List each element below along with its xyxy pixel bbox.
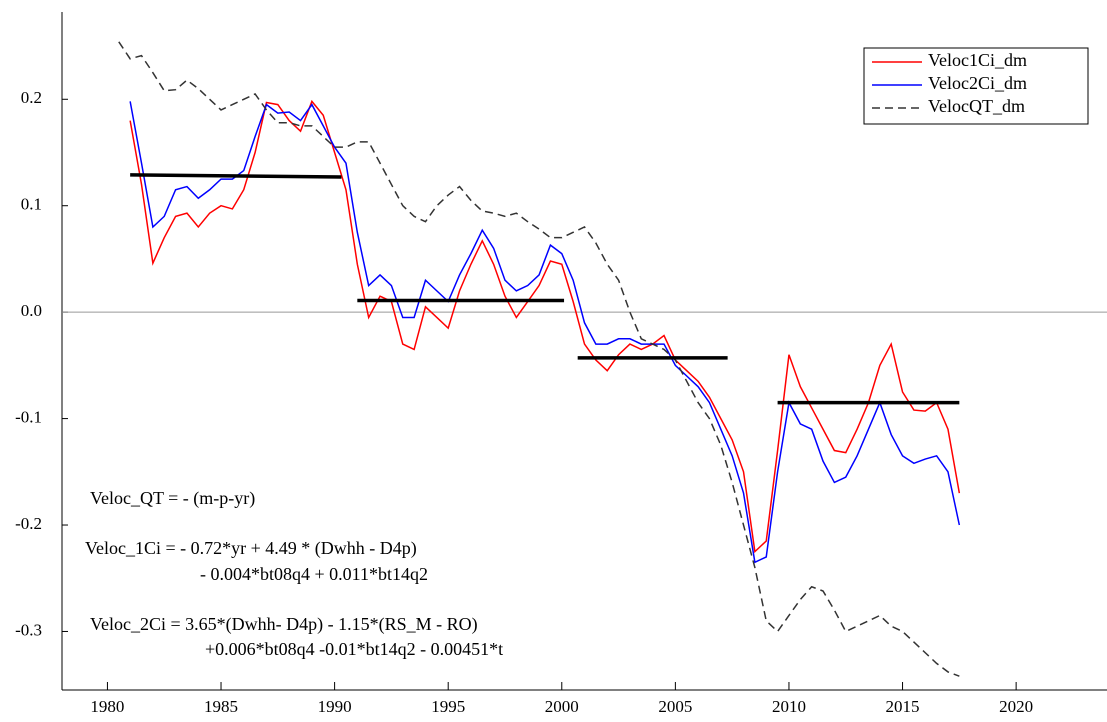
series-line <box>118 41 960 677</box>
y-tick-label: 0.0 <box>21 301 42 320</box>
x-tick-label: 1980 <box>90 697 124 716</box>
annotation: Veloc_QT = - (m-p-yr) <box>90 488 255 509</box>
y-tick-label: -0.3 <box>15 620 42 639</box>
annotation: Veloc_2Ci = 3.65*(Dwhh- D4p) - 1.15*(RS_… <box>90 614 478 635</box>
annotation: Veloc_1Ci = - 0.72*yr + 4.49 * (Dwhh - D… <box>85 538 417 559</box>
y-tick-label: 0.2 <box>21 88 42 107</box>
y-tick-label: 0.1 <box>21 195 42 214</box>
regime-mean <box>130 173 342 179</box>
x-tick-label: 1985 <box>204 697 238 716</box>
annotation: +0.006*bt08q4 -0.01*bt14q2 - 0.00451*t <box>205 639 503 659</box>
x-tick-label: 2000 <box>545 697 579 716</box>
series-line <box>129 101 961 564</box>
series-line <box>129 99 961 554</box>
y-tick-label: -0.2 <box>15 514 42 533</box>
x-tick-label: 2010 <box>772 697 806 716</box>
legend-box <box>863 47 1089 125</box>
legend-label: VelocQT_dm <box>928 96 1025 116</box>
x-tick-label: 2015 <box>886 697 920 716</box>
legend-label: Veloc1Ci_dm <box>928 50 1027 70</box>
x-tick-label: 1995 <box>431 697 465 716</box>
y-tick-label: -0.1 <box>15 407 42 426</box>
annotation: - 0.004*bt08q4 + 0.011*bt14q2 <box>200 564 428 584</box>
x-tick-label: 2005 <box>658 697 692 716</box>
legend-label: Veloc2Ci_dm <box>928 73 1027 93</box>
x-tick-label: 1990 <box>318 697 352 716</box>
x-tick-label: 2020 <box>999 697 1033 716</box>
